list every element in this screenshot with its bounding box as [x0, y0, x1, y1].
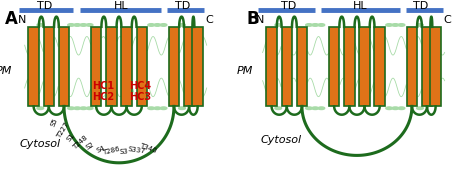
Bar	[91, 27, 101, 106]
Circle shape	[80, 107, 87, 110]
Circle shape	[275, 107, 282, 110]
Text: T227: T227	[55, 122, 70, 140]
Text: A: A	[5, 9, 18, 28]
Text: HL: HL	[114, 1, 128, 11]
Bar	[121, 27, 132, 106]
Text: S337: S337	[127, 146, 146, 155]
Circle shape	[318, 24, 325, 26]
Circle shape	[148, 24, 155, 26]
Bar	[422, 27, 432, 106]
Circle shape	[68, 24, 74, 26]
Text: S1: S1	[66, 132, 76, 142]
Text: PM: PM	[237, 66, 253, 76]
Circle shape	[312, 107, 319, 110]
Text: T340: T340	[139, 142, 157, 154]
Bar	[106, 27, 117, 106]
Circle shape	[392, 107, 399, 110]
Circle shape	[398, 107, 405, 110]
Circle shape	[160, 107, 167, 110]
Bar	[28, 27, 39, 106]
Circle shape	[306, 107, 312, 110]
Text: TD: TD	[175, 1, 190, 11]
Bar	[282, 27, 292, 106]
Text: Cytosol: Cytosol	[260, 135, 301, 145]
Text: HC3: HC3	[129, 92, 151, 102]
Circle shape	[68, 107, 74, 110]
Text: T286: T286	[102, 146, 121, 156]
Bar	[137, 27, 147, 106]
Bar	[266, 27, 277, 106]
Bar	[297, 27, 307, 106]
Text: TD: TD	[413, 1, 428, 11]
Text: S5: S5	[50, 117, 58, 127]
Text: N: N	[255, 15, 264, 25]
Circle shape	[398, 24, 405, 26]
Circle shape	[148, 107, 155, 110]
Text: S3: S3	[119, 148, 128, 155]
Circle shape	[179, 107, 185, 110]
Bar	[374, 27, 385, 106]
Circle shape	[318, 107, 325, 110]
Text: C: C	[443, 15, 451, 25]
Bar	[430, 27, 441, 106]
Text: S4: S4	[95, 144, 105, 154]
Circle shape	[74, 24, 81, 26]
Circle shape	[306, 24, 312, 26]
Text: HL: HL	[353, 1, 367, 11]
Circle shape	[417, 107, 423, 110]
Text: HC1: HC1	[92, 81, 114, 91]
Circle shape	[179, 24, 185, 26]
Circle shape	[392, 24, 399, 26]
Circle shape	[275, 24, 282, 26]
Bar	[184, 27, 194, 106]
Circle shape	[312, 24, 319, 26]
Circle shape	[154, 107, 161, 110]
Bar	[329, 27, 339, 106]
Bar	[59, 27, 69, 106]
Bar	[44, 27, 54, 106]
Text: PM: PM	[0, 66, 12, 76]
Circle shape	[37, 107, 44, 110]
Text: Cytosol: Cytosol	[20, 139, 61, 149]
Text: TD: TD	[281, 1, 296, 11]
Text: S2: S2	[84, 141, 95, 151]
Text: HC4: HC4	[129, 81, 151, 91]
Circle shape	[74, 107, 81, 110]
Circle shape	[417, 24, 423, 26]
Text: TD: TD	[37, 1, 53, 11]
Text: B: B	[246, 9, 259, 28]
Circle shape	[160, 24, 167, 26]
Circle shape	[80, 24, 87, 26]
Bar	[344, 27, 355, 106]
Text: HC2: HC2	[92, 92, 114, 102]
Text: N: N	[18, 15, 26, 25]
Circle shape	[86, 107, 93, 110]
Bar	[359, 27, 370, 106]
Circle shape	[86, 24, 93, 26]
Circle shape	[386, 107, 392, 110]
Circle shape	[154, 24, 161, 26]
Circle shape	[37, 24, 44, 26]
Text: C: C	[205, 15, 213, 25]
Bar	[192, 27, 203, 106]
Text: T248: T248	[72, 134, 89, 151]
Circle shape	[386, 24, 392, 26]
Bar	[407, 27, 417, 106]
Bar	[169, 27, 179, 106]
